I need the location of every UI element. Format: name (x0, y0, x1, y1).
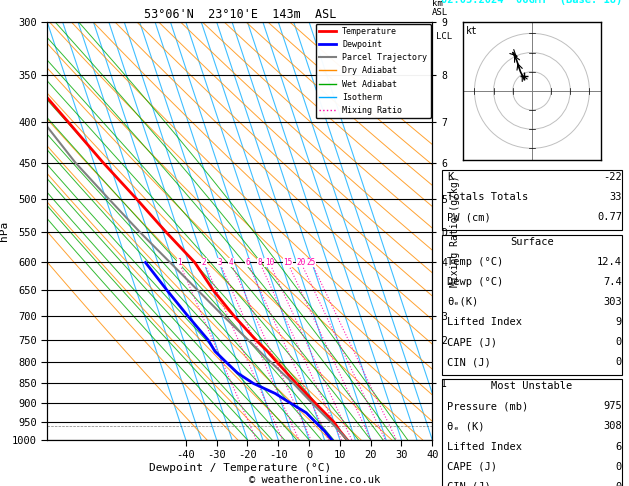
Text: CAPE (J): CAPE (J) (447, 337, 498, 347)
Text: CIN (J): CIN (J) (447, 482, 491, 486)
Text: 0: 0 (616, 482, 622, 486)
Text: 2: 2 (202, 258, 206, 267)
Text: 10: 10 (265, 258, 274, 267)
Text: 1: 1 (177, 258, 182, 267)
Text: Dewp (°C): Dewp (°C) (447, 277, 504, 287)
Text: 7.4: 7.4 (603, 277, 622, 287)
Text: 12.4: 12.4 (597, 257, 622, 267)
Text: 15: 15 (283, 258, 292, 267)
Text: 303: 303 (603, 297, 622, 307)
Text: © weatheronline.co.uk: © weatheronline.co.uk (249, 475, 380, 485)
X-axis label: Dewpoint / Temperature (°C): Dewpoint / Temperature (°C) (148, 463, 331, 473)
Bar (442, 379, 622, 486)
Text: 6: 6 (245, 258, 250, 267)
Text: km
ASL: km ASL (432, 0, 448, 17)
Text: Pressure (mb): Pressure (mb) (447, 401, 528, 411)
Y-axis label: Mixing Ratio (g/kg): Mixing Ratio (g/kg) (450, 175, 460, 287)
Text: 33: 33 (610, 192, 622, 202)
Text: 4: 4 (228, 258, 233, 267)
Text: CAPE (J): CAPE (J) (447, 462, 498, 471)
Text: CIN (J): CIN (J) (447, 357, 491, 367)
Text: 6: 6 (616, 441, 622, 451)
Text: PW (cm): PW (cm) (447, 212, 491, 223)
Text: 0.77: 0.77 (597, 212, 622, 223)
Text: K: K (447, 173, 454, 182)
Text: -22: -22 (603, 173, 622, 182)
Y-axis label: hPa: hPa (0, 221, 9, 241)
Text: 20: 20 (296, 258, 306, 267)
Text: 975: 975 (603, 401, 622, 411)
Text: Lifted Index: Lifted Index (447, 441, 523, 451)
Text: Lifted Index: Lifted Index (447, 317, 523, 327)
Text: 0: 0 (616, 462, 622, 471)
Text: 0: 0 (616, 357, 622, 367)
Text: Temp (°C): Temp (°C) (447, 257, 504, 267)
Text: 308: 308 (603, 421, 622, 432)
Bar (442, 170, 622, 230)
Bar (442, 235, 622, 375)
Text: 3: 3 (217, 258, 222, 267)
Text: 02.05.2024  06GMT  (Base: 18): 02.05.2024 06GMT (Base: 18) (442, 0, 623, 5)
Text: 0: 0 (616, 337, 622, 347)
Text: Most Unstable: Most Unstable (491, 382, 572, 391)
Text: 8: 8 (257, 258, 262, 267)
Text: Totals Totals: Totals Totals (447, 192, 528, 202)
Title: 53°06'N  23°10'E  143m  ASL: 53°06'N 23°10'E 143m ASL (143, 8, 336, 21)
Legend: Temperature, Dewpoint, Parcel Trajectory, Dry Adiabat, Wet Adiabat, Isotherm, Mi: Temperature, Dewpoint, Parcel Trajectory… (316, 23, 431, 118)
Text: θₑ (K): θₑ (K) (447, 421, 485, 432)
Text: 9: 9 (616, 317, 622, 327)
Text: θₑ(K): θₑ(K) (447, 297, 479, 307)
Text: LCL: LCL (436, 32, 452, 40)
Text: 25: 25 (307, 258, 316, 267)
Text: Surface: Surface (510, 237, 554, 247)
